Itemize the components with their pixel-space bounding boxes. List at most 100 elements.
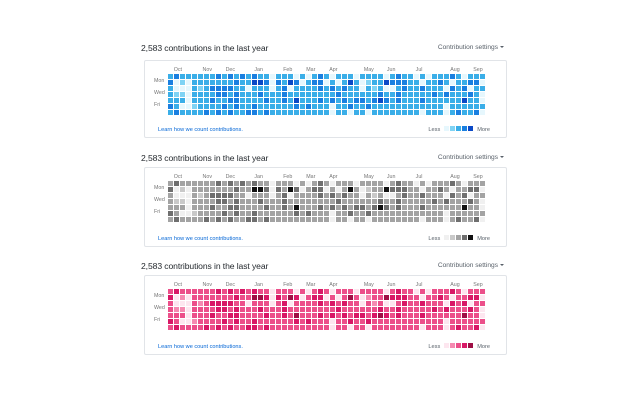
day-cell[interactable]: [456, 307, 461, 312]
day-cell[interactable]: [222, 313, 227, 318]
day-cell[interactable]: [192, 325, 197, 330]
day-cell[interactable]: [330, 313, 335, 318]
day-cell[interactable]: [282, 307, 287, 312]
day-cell[interactable]: [318, 199, 323, 204]
day-cell[interactable]: [342, 205, 347, 210]
day-cell[interactable]: [312, 307, 317, 312]
day-cell[interactable]: [372, 80, 377, 85]
day-cell[interactable]: [198, 319, 203, 324]
day-cell[interactable]: [210, 80, 215, 85]
day-cell[interactable]: [408, 313, 413, 318]
day-cell[interactable]: [444, 187, 449, 192]
day-cell[interactable]: [258, 181, 263, 186]
day-cell[interactable]: [342, 86, 347, 91]
day-cell[interactable]: [192, 80, 197, 85]
day-cell[interactable]: [246, 92, 251, 97]
day-cell[interactable]: [192, 193, 197, 198]
day-cell[interactable]: [168, 295, 173, 300]
day-cell[interactable]: [438, 307, 443, 312]
day-cell[interactable]: [354, 295, 359, 300]
day-cell[interactable]: [432, 301, 437, 306]
day-cell[interactable]: [462, 80, 467, 85]
day-cell[interactable]: [270, 211, 275, 216]
day-cell[interactable]: [312, 187, 317, 192]
day-cell[interactable]: [324, 325, 329, 330]
day-cell[interactable]: [186, 86, 191, 91]
day-cell[interactable]: [210, 319, 215, 324]
day-cell[interactable]: [300, 319, 305, 324]
day-cell[interactable]: [348, 74, 353, 79]
day-cell[interactable]: [372, 301, 377, 306]
day-cell[interactable]: [180, 217, 185, 222]
day-cell[interactable]: [240, 187, 245, 192]
day-cell[interactable]: [282, 193, 287, 198]
day-cell[interactable]: [336, 86, 341, 91]
day-cell[interactable]: [258, 104, 263, 109]
day-cell[interactable]: [270, 217, 275, 222]
day-cell[interactable]: [378, 86, 383, 91]
day-cell[interactable]: [246, 313, 251, 318]
day-cell[interactable]: [414, 307, 419, 312]
day-cell[interactable]: [378, 217, 383, 222]
day-cell[interactable]: [252, 325, 257, 330]
day-cell[interactable]: [264, 80, 269, 85]
day-cell[interactable]: [390, 295, 395, 300]
day-cell[interactable]: [480, 98, 485, 103]
day-cell[interactable]: [234, 92, 239, 97]
day-cell[interactable]: [390, 313, 395, 318]
day-cell[interactable]: [222, 110, 227, 115]
day-cell[interactable]: [426, 193, 431, 198]
day-cell[interactable]: [420, 98, 425, 103]
day-cell[interactable]: [456, 187, 461, 192]
day-cell[interactable]: [318, 319, 323, 324]
day-cell[interactable]: [426, 110, 431, 115]
day-cell[interactable]: [324, 205, 329, 210]
day-cell[interactable]: [168, 199, 173, 204]
day-cell[interactable]: [288, 110, 293, 115]
learn-how-link[interactable]: Learn how we count contributions.: [158, 344, 243, 350]
day-cell[interactable]: [198, 295, 203, 300]
day-cell[interactable]: [330, 319, 335, 324]
day-cell[interactable]: [192, 211, 197, 216]
day-cell[interactable]: [426, 92, 431, 97]
day-cell[interactable]: [474, 80, 479, 85]
day-cell[interactable]: [336, 301, 341, 306]
day-cell[interactable]: [258, 193, 263, 198]
day-cell[interactable]: [480, 92, 485, 97]
day-cell[interactable]: [258, 211, 263, 216]
day-cell[interactable]: [180, 289, 185, 294]
day-cell[interactable]: [180, 313, 185, 318]
day-cell[interactable]: [372, 193, 377, 198]
day-cell[interactable]: [318, 295, 323, 300]
day-cell[interactable]: [270, 307, 275, 312]
day-cell[interactable]: [198, 301, 203, 306]
day-cell[interactable]: [288, 211, 293, 216]
learn-how-link[interactable]: Learn how we count contributions.: [158, 236, 243, 242]
day-cell[interactable]: [222, 211, 227, 216]
day-cell[interactable]: [174, 307, 179, 312]
day-cell[interactable]: [348, 98, 353, 103]
day-cell[interactable]: [402, 295, 407, 300]
day-cell[interactable]: [402, 205, 407, 210]
day-cell[interactable]: [228, 86, 233, 91]
day-cell[interactable]: [396, 319, 401, 324]
day-cell[interactable]: [300, 98, 305, 103]
day-cell[interactable]: [234, 80, 239, 85]
day-cell[interactable]: [264, 110, 269, 115]
day-cell[interactable]: [336, 307, 341, 312]
day-cell[interactable]: [384, 181, 389, 186]
day-cell[interactable]: [408, 295, 413, 300]
day-cell[interactable]: [276, 205, 281, 210]
day-cell[interactable]: [168, 211, 173, 216]
day-cell[interactable]: [198, 110, 203, 115]
day-cell[interactable]: [282, 98, 287, 103]
day-cell[interactable]: [390, 199, 395, 204]
day-cell[interactable]: [390, 211, 395, 216]
day-cell[interactable]: [462, 295, 467, 300]
day-cell[interactable]: [366, 74, 371, 79]
day-cell[interactable]: [366, 193, 371, 198]
day-cell[interactable]: [174, 104, 179, 109]
day-cell[interactable]: [390, 301, 395, 306]
day-cell[interactable]: [186, 181, 191, 186]
day-cell[interactable]: [444, 307, 449, 312]
